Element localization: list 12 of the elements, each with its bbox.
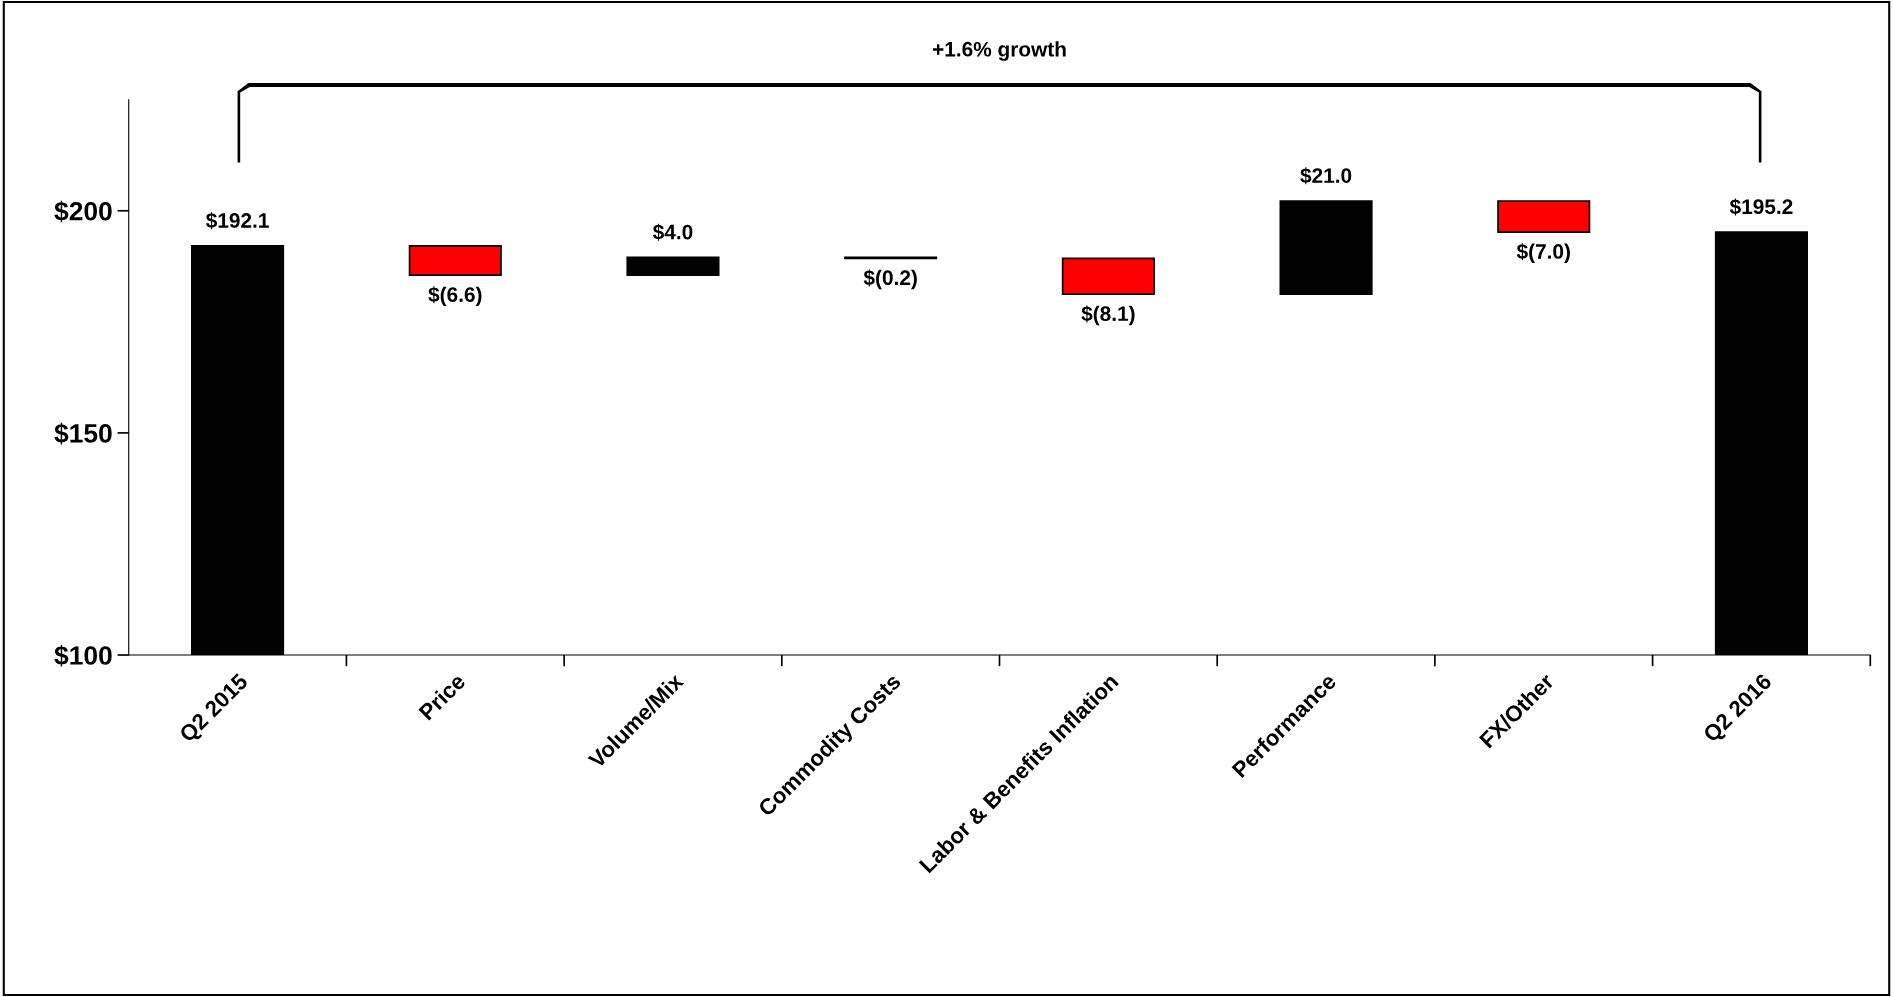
y-tick-label: $200 <box>54 200 112 223</box>
data-label: $(6.6) <box>428 286 482 307</box>
text: +1.6% growth <box>932 41 1066 61</box>
data-label: $192.1 <box>205 212 269 230</box>
data-label: $21.0 <box>1300 167 1352 185</box>
y-tick-label: $100 <box>54 645 112 667</box>
data-label: $(8.1) <box>1081 305 1135 326</box>
data-label: $195.2 <box>1729 198 1793 216</box>
data-label: $4.0 <box>652 223 693 241</box>
y-tick-label: $150 <box>54 422 112 445</box>
data-label: $(0.2) <box>863 269 917 290</box>
data-label: $(7.0) <box>1516 243 1570 263</box>
